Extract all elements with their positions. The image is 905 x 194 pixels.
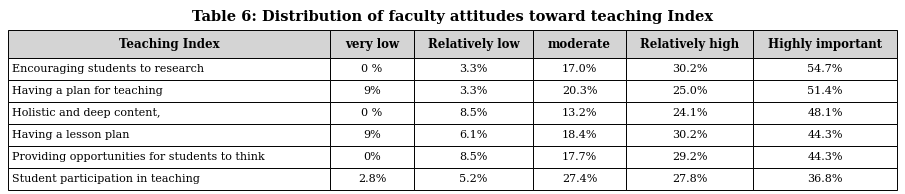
Text: Teaching Index: Teaching Index (119, 38, 219, 51)
Bar (8, 168, 329, 190)
Text: 8.5%: 8.5% (460, 152, 488, 162)
Bar (329, 124, 414, 146)
Text: moderate: moderate (548, 38, 611, 51)
Text: Relatively low: Relatively low (428, 38, 519, 51)
Bar (414, 30, 533, 59)
Text: Providing opportunities for students to think: Providing opportunities for students to … (12, 152, 265, 162)
Bar (414, 124, 533, 146)
Text: 13.2%: 13.2% (562, 108, 597, 118)
Text: 44.3%: 44.3% (807, 152, 843, 162)
Text: 8.5%: 8.5% (460, 108, 488, 118)
Text: 0 %: 0 % (361, 108, 383, 118)
Text: 48.1%: 48.1% (807, 108, 843, 118)
Bar (8, 59, 329, 80)
Bar (414, 59, 533, 80)
Text: 24.1%: 24.1% (672, 108, 708, 118)
Bar (533, 30, 626, 59)
Bar (533, 168, 626, 190)
Text: Having a plan for teaching: Having a plan for teaching (12, 86, 163, 96)
Bar (533, 146, 626, 168)
Bar (533, 102, 626, 124)
Text: 36.8%: 36.8% (807, 174, 843, 184)
Text: 18.4%: 18.4% (562, 130, 597, 140)
Bar (626, 146, 753, 168)
Bar (626, 59, 753, 80)
Text: 9%: 9% (363, 86, 381, 96)
Bar (626, 102, 753, 124)
Text: Relatively high: Relatively high (640, 38, 739, 51)
Bar (533, 80, 626, 102)
Text: Encouraging students to research: Encouraging students to research (12, 64, 205, 74)
Text: 29.2%: 29.2% (672, 152, 708, 162)
Bar (8, 30, 329, 59)
Bar (753, 80, 897, 102)
Bar (753, 59, 897, 80)
Text: 30.2%: 30.2% (672, 64, 708, 74)
Bar (753, 102, 897, 124)
Text: 30.2%: 30.2% (672, 130, 708, 140)
Text: 5.2%: 5.2% (460, 174, 488, 184)
Bar (626, 168, 753, 190)
Text: 54.7%: 54.7% (807, 64, 843, 74)
Bar (8, 102, 329, 124)
Text: 51.4%: 51.4% (807, 86, 843, 96)
Bar (753, 124, 897, 146)
Text: very low: very low (345, 38, 399, 51)
Text: 17.7%: 17.7% (562, 152, 597, 162)
Bar (753, 168, 897, 190)
Bar (414, 80, 533, 102)
Text: 27.4%: 27.4% (562, 174, 597, 184)
Text: Highly important: Highly important (768, 38, 882, 51)
Text: 3.3%: 3.3% (460, 64, 488, 74)
Bar (753, 30, 897, 59)
Bar (414, 102, 533, 124)
Bar (329, 80, 414, 102)
Bar (329, 102, 414, 124)
Bar (533, 59, 626, 80)
Bar (329, 146, 414, 168)
Text: 0%: 0% (363, 152, 381, 162)
Text: 6.1%: 6.1% (460, 130, 488, 140)
Text: 2.8%: 2.8% (357, 174, 386, 184)
Text: Table 6: Distribution of faculty attitudes toward teaching Index: Table 6: Distribution of faculty attitud… (192, 10, 713, 24)
Text: 0 %: 0 % (361, 64, 383, 74)
Bar (753, 146, 897, 168)
Bar (626, 30, 753, 59)
Text: 25.0%: 25.0% (672, 86, 708, 96)
Bar (8, 80, 329, 102)
Bar (414, 146, 533, 168)
Bar (626, 124, 753, 146)
Bar (626, 80, 753, 102)
Text: 3.3%: 3.3% (460, 86, 488, 96)
Bar (414, 168, 533, 190)
Bar (329, 168, 414, 190)
Text: 17.0%: 17.0% (562, 64, 597, 74)
Text: 44.3%: 44.3% (807, 130, 843, 140)
Text: 27.8%: 27.8% (672, 174, 707, 184)
Text: 9%: 9% (363, 130, 381, 140)
Text: Having a lesson plan: Having a lesson plan (12, 130, 129, 140)
Text: Holistic and deep content,: Holistic and deep content, (12, 108, 160, 118)
Text: Student participation in teaching: Student participation in teaching (12, 174, 200, 184)
Bar (533, 124, 626, 146)
Bar (8, 146, 329, 168)
Bar (8, 124, 329, 146)
Bar (329, 30, 414, 59)
Text: 20.3%: 20.3% (562, 86, 597, 96)
Bar (329, 59, 414, 80)
